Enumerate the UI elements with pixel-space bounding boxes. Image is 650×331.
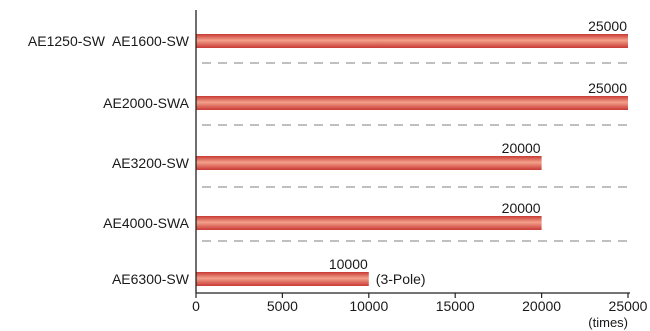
data-label-1: 25000: [588, 18, 627, 34]
category-label-5: AE6300-SW: [112, 271, 190, 287]
bars: 25000 25000 20000 20000 10000 (3-Pole): [196, 18, 628, 287]
data-label-4: 20000: [502, 200, 541, 216]
bar-2: [196, 96, 628, 110]
annotation-1: (3-Pole): [376, 271, 426, 287]
category-label-1: AE1250-SW AE1600-SW: [28, 33, 190, 49]
x-tick-label-1: 0: [192, 298, 200, 314]
bar-5: [196, 272, 369, 286]
x-axis-unit-label: (times): [588, 315, 628, 330]
x-tick-label-6: 25000: [609, 298, 648, 314]
bar-3: [196, 156, 542, 170]
bar-1: [196, 34, 628, 48]
bar-4: [196, 216, 542, 230]
axes: 0 5000 10000 15000 20000 25000(times): [192, 10, 648, 330]
data-label-5: 10000: [329, 256, 368, 272]
category-label-4: AE4000-SWA: [103, 215, 190, 231]
separator-lines: [202, 62, 628, 242]
category-label-2: AE2000-SWA: [103, 95, 190, 111]
data-label-2: 25000: [588, 80, 627, 96]
category-label-3: AE3200-SW: [112, 155, 190, 171]
category-labels: AE1250-SW AE1600-SW AE2000-SWA AE3200-SW AE…: [28, 33, 190, 287]
x-tick-label-2: 5000: [267, 298, 298, 314]
x-tick-label-3: 10000: [349, 298, 388, 314]
x-tick-label-5: 20000: [522, 298, 561, 314]
data-label-3: 20000: [502, 140, 541, 156]
x-tick-label-4: 15000: [436, 298, 475, 314]
